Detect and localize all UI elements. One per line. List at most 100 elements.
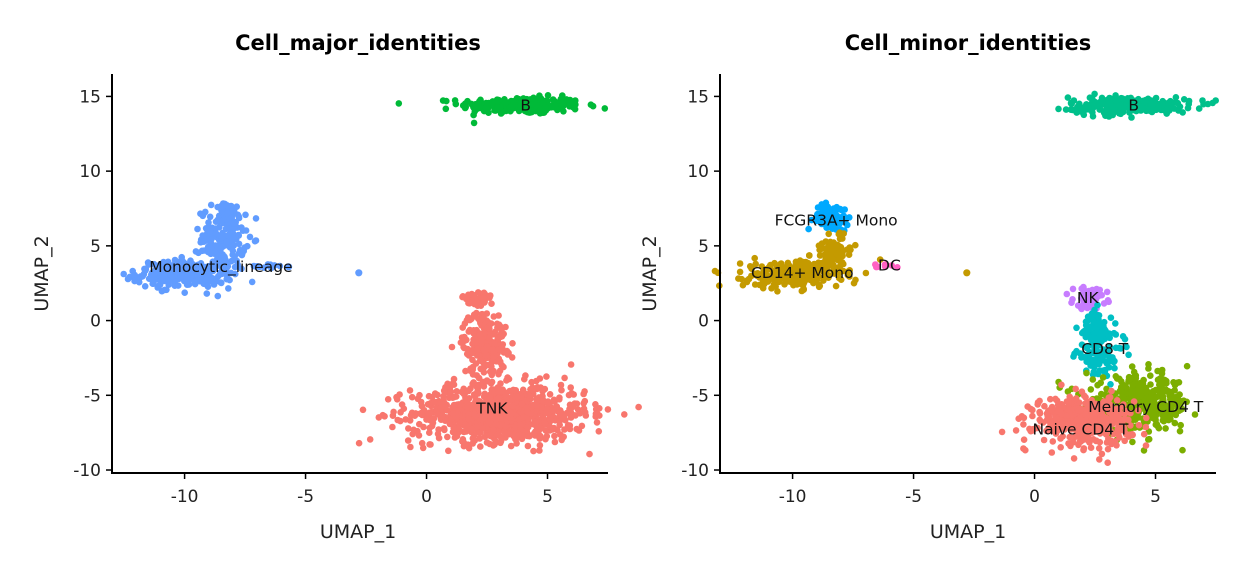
- data-point: [792, 258, 800, 266]
- data-point: [543, 432, 551, 440]
- data-point: [481, 390, 489, 398]
- data-point: [567, 414, 575, 421]
- data-point: [813, 271, 821, 278]
- data-point: [1062, 106, 1070, 113]
- data-point: [820, 273, 828, 281]
- data-point: [558, 386, 565, 394]
- data-point: [1063, 412, 1070, 420]
- data-point: [229, 230, 237, 237]
- data-point: [209, 258, 217, 266]
- data-point: [212, 225, 220, 232]
- data-point: [1077, 416, 1085, 424]
- data-point: [524, 408, 531, 416]
- x-tick-label: -10: [171, 487, 199, 507]
- data-point: [816, 282, 824, 290]
- data-point: [435, 426, 442, 433]
- data-point: [1129, 438, 1136, 446]
- x-axis-label: UMAP_1: [320, 521, 396, 543]
- data-point: [1029, 406, 1036, 414]
- data-point: [791, 271, 798, 279]
- data-point: [516, 106, 524, 114]
- data-point: [833, 250, 841, 258]
- data-point: [1073, 324, 1080, 332]
- data-point: [529, 101, 536, 108]
- data-point: [560, 108, 567, 115]
- data-point: [482, 352, 490, 360]
- data-point: [573, 400, 581, 408]
- data-point: [150, 260, 158, 268]
- data-point: [204, 248, 212, 256]
- data-point: [596, 405, 603, 412]
- data-point: [486, 334, 493, 342]
- data-point: [1199, 97, 1206, 104]
- data-point: [477, 365, 485, 373]
- data-point: [1091, 364, 1098, 371]
- data-point: [242, 211, 249, 219]
- cluster-b: [1055, 90, 1219, 121]
- data-point: [751, 254, 758, 262]
- data-point: [1104, 445, 1112, 453]
- data-point: [139, 272, 146, 280]
- data-point: [511, 431, 518, 439]
- data-point: [832, 222, 839, 230]
- data-point: [416, 391, 423, 399]
- data-point: [198, 247, 206, 255]
- data-point: [174, 282, 182, 289]
- data-point: [1070, 455, 1078, 462]
- data-point: [404, 437, 412, 444]
- data-point: [158, 276, 166, 283]
- data-point: [423, 415, 431, 423]
- data-point: [1125, 416, 1132, 424]
- data-point: [406, 387, 414, 394]
- data-point: [536, 110, 544, 117]
- data-point: [1097, 336, 1105, 344]
- data-point: [151, 270, 158, 277]
- data-point: [581, 409, 589, 416]
- data-point: [224, 232, 232, 239]
- data-point: [1145, 435, 1153, 443]
- data-point: [494, 104, 502, 111]
- data-point: [476, 331, 484, 339]
- data-point: [509, 340, 516, 347]
- data-point: [1089, 316, 1097, 324]
- data-point: [235, 231, 242, 239]
- data-point: [1080, 353, 1087, 361]
- data-point: [181, 289, 188, 297]
- data-point: [1040, 436, 1048, 444]
- data-point: [1020, 421, 1027, 428]
- data-point: [888, 262, 896, 269]
- data-point: [203, 276, 211, 284]
- data-point: [1012, 427, 1020, 434]
- data-point: [1029, 412, 1036, 420]
- data-point: [246, 233, 254, 241]
- chart-title: Cell_major_identities: [235, 31, 481, 55]
- data-point: [156, 281, 163, 289]
- data-point: [231, 263, 239, 271]
- data-point: [876, 256, 884, 263]
- data-point: [225, 285, 232, 292]
- data-point: [1105, 394, 1113, 402]
- data-point: [252, 215, 260, 222]
- data-point: [586, 450, 593, 458]
- data-point: [488, 300, 495, 308]
- data-point: [451, 434, 459, 441]
- data-point: [497, 380, 504, 387]
- data-point: [510, 386, 517, 394]
- data-point: [158, 287, 166, 295]
- data-point: [507, 107, 514, 115]
- data-point: [503, 405, 511, 413]
- data-point: [192, 248, 200, 255]
- data-point: [1130, 398, 1138, 405]
- data-point: [1126, 109, 1133, 116]
- data-point: [496, 358, 504, 365]
- data-point: [1121, 410, 1129, 417]
- data-point: [1119, 95, 1126, 102]
- data-point: [470, 379, 477, 386]
- data-point: [461, 333, 468, 341]
- data-point: [393, 396, 401, 403]
- data-point: [541, 420, 549, 427]
- data-point: [542, 104, 549, 111]
- points-layer: [711, 90, 1219, 467]
- y-tick-label: 10: [687, 162, 709, 182]
- data-point: [488, 378, 496, 386]
